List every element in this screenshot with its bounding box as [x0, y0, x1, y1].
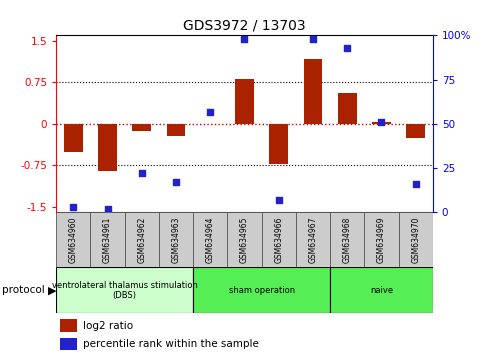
Text: log2 ratio: log2 ratio [82, 320, 132, 331]
Bar [303, 59, 322, 124]
Title: GDS3972 / 13703: GDS3972 / 13703 [183, 19, 305, 33]
Text: GSM634970: GSM634970 [410, 217, 419, 263]
Text: GSM634964: GSM634964 [205, 217, 214, 263]
Bar [124, 212, 159, 267]
Point [377, 119, 385, 125]
Bar [132, 124, 151, 131]
Text: GSM634960: GSM634960 [69, 217, 78, 263]
Bar [227, 212, 261, 267]
Point [240, 36, 248, 42]
Point [206, 109, 214, 114]
Point [103, 206, 111, 212]
Bar [193, 212, 227, 267]
Point [308, 36, 316, 42]
Bar [261, 212, 295, 267]
Bar [235, 79, 253, 124]
Text: GSM634966: GSM634966 [274, 217, 283, 263]
Bar [269, 124, 287, 164]
Text: percentile rank within the sample: percentile rank within the sample [82, 339, 258, 349]
Text: ventrolateral thalamus stimulation
(DBS): ventrolateral thalamus stimulation (DBS) [52, 281, 197, 300]
Bar [90, 212, 124, 267]
Bar [406, 124, 424, 138]
Bar [371, 122, 390, 124]
Text: sham operation: sham operation [228, 286, 294, 295]
Bar [193, 267, 329, 313]
Text: GSM634969: GSM634969 [376, 217, 385, 263]
Bar [329, 212, 364, 267]
Bar [60, 319, 77, 332]
Bar [64, 124, 82, 152]
Bar [159, 212, 193, 267]
Text: protocol: protocol [2, 285, 45, 295]
Bar [56, 267, 193, 313]
Bar [337, 93, 356, 124]
Point [411, 181, 419, 187]
Text: ▶: ▶ [48, 285, 56, 295]
Text: GSM634962: GSM634962 [137, 217, 146, 263]
Point [138, 171, 145, 176]
Bar [329, 267, 432, 313]
Point [69, 204, 77, 210]
Bar [398, 212, 432, 267]
Bar [295, 212, 329, 267]
Text: GSM634968: GSM634968 [342, 217, 351, 263]
Point [172, 179, 180, 185]
Point [274, 197, 282, 203]
Bar [98, 124, 117, 171]
Text: GSM634967: GSM634967 [308, 217, 317, 263]
Bar [56, 212, 90, 267]
Text: naive: naive [369, 286, 392, 295]
Bar [166, 124, 185, 136]
Bar [364, 212, 398, 267]
Point [343, 45, 350, 51]
Text: GSM634965: GSM634965 [240, 217, 248, 263]
Text: GSM634961: GSM634961 [103, 217, 112, 263]
Text: GSM634963: GSM634963 [171, 217, 180, 263]
Bar [60, 338, 77, 350]
